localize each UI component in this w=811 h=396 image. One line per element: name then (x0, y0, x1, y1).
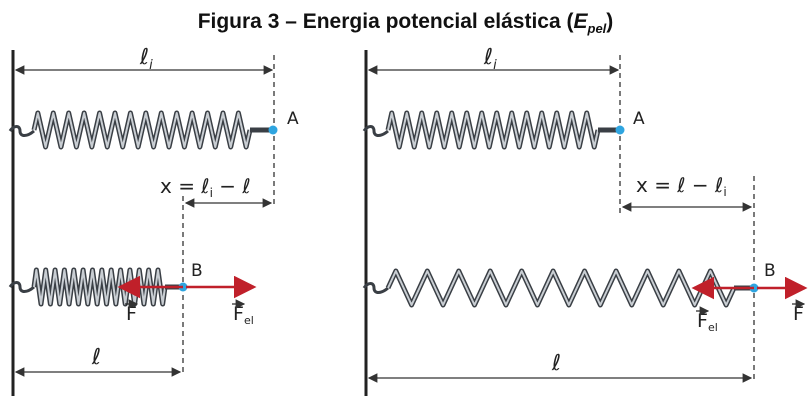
svg-text:Fel: Fel (697, 310, 718, 334)
hook-a-right (362, 125, 389, 137)
point-a-right (615, 125, 625, 135)
spring-coil-highlight (33, 269, 166, 305)
right-panel: ℓi A x = ℓ − ℓi B Fel (362, 45, 808, 396)
spring-a-left (31, 110, 253, 150)
label-point-b-right: B (764, 261, 776, 281)
label-force-right: F (792, 299, 806, 325)
hook-b-left (8, 281, 35, 293)
label-li-right: ℓi (483, 45, 497, 73)
title-symbol: E (573, 10, 588, 33)
label-l-right: ℓ (551, 351, 561, 376)
left-panel: ℓi A x = ℓi − ℓ B F (8, 45, 299, 396)
spring-coil-highlight (387, 270, 735, 306)
label-point-a-right: A (633, 109, 645, 129)
title-text: Figura 3 – Energia potencial elástica ( (197, 10, 574, 33)
hook-a-left (8, 125, 35, 137)
label-deformation-left: x = ℓi − ℓ (160, 174, 251, 200)
spring-a-right (385, 110, 601, 150)
label-li-left: ℓi (139, 45, 153, 73)
spring-coil-highlight (387, 112, 599, 148)
label-force-left: F (125, 299, 139, 325)
title-close: ) (606, 10, 614, 33)
title-subscript: pel (587, 21, 607, 37)
label-l-left: ℓ (91, 345, 101, 370)
label-deformation-right: x = ℓ − ℓi (636, 173, 727, 199)
label-point-a-left: A (287, 109, 299, 129)
svg-text:F: F (126, 303, 137, 325)
point-a-left (268, 125, 278, 135)
spring-coil-highlight (33, 112, 251, 148)
label-elastic-force-left: Fel (232, 299, 254, 327)
label-elastic-force-right: Fel (696, 306, 718, 334)
figure-title: Figura 3 – Energia potencial elástica (E… (0, 10, 811, 36)
spring-b-right (385, 268, 737, 308)
label-point-b-left: B (191, 261, 203, 281)
hook-b-right (362, 282, 389, 294)
svg-text:Fel: Fel (233, 303, 254, 327)
svg-text:F: F (793, 303, 804, 325)
spring-b-left (31, 267, 168, 307)
